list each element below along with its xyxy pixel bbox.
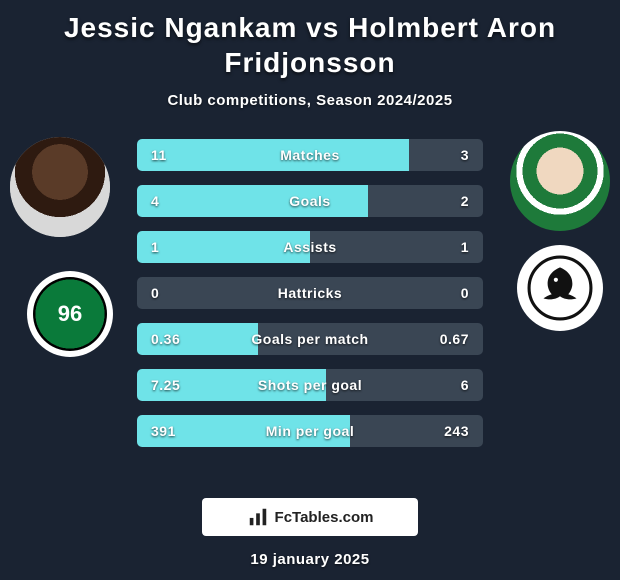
title-line-2: Fridjonsson (224, 47, 395, 78)
stat-bars: 113Matches 42Goals 11Assists 00Hattricks 0.3… (137, 139, 483, 447)
stat-label: Goals (137, 193, 483, 209)
stat-label: Min per goal (137, 423, 483, 439)
stat-row: 00Hattricks (137, 277, 483, 309)
title-line-1: Jessic Ngankam vs Holmbert Aron (64, 12, 556, 43)
stat-label: Hattricks (137, 285, 483, 301)
stat-row: 391243Min per goal (137, 415, 483, 447)
stat-row: 7.256Shots per goal (137, 369, 483, 401)
player2-club-logo (517, 245, 603, 331)
date-text: 19 january 2025 (0, 551, 620, 568)
stat-label: Goals per match (137, 331, 483, 347)
stat-label: Assists (137, 239, 483, 255)
brand-badge[interactable]: FcTables.com (202, 498, 418, 536)
eagle-crest-icon (527, 255, 593, 321)
club1-badge-text: 96 (58, 301, 82, 327)
stat-label: Shots per goal (137, 377, 483, 393)
brand-text: FcTables.com (275, 509, 374, 526)
stat-row: 42Goals (137, 185, 483, 217)
bar-chart-icon (247, 506, 269, 528)
page-title: Jessic Ngankam vs Holmbert Aron Fridjons… (0, 0, 620, 86)
stat-label: Matches (137, 147, 483, 163)
subtitle: Club competitions, Season 2024/2025 (0, 92, 620, 109)
player1-club-logo: 96 (27, 271, 113, 357)
player2-avatar (510, 131, 610, 231)
comparison-panel: 96 113Matches 42Goals 11Assists 00Hattricks… (0, 137, 620, 477)
stat-row: 0.360.67Goals per match (137, 323, 483, 355)
player1-avatar (10, 137, 110, 237)
stat-row: 11Assists (137, 231, 483, 263)
stat-row: 113Matches (137, 139, 483, 171)
